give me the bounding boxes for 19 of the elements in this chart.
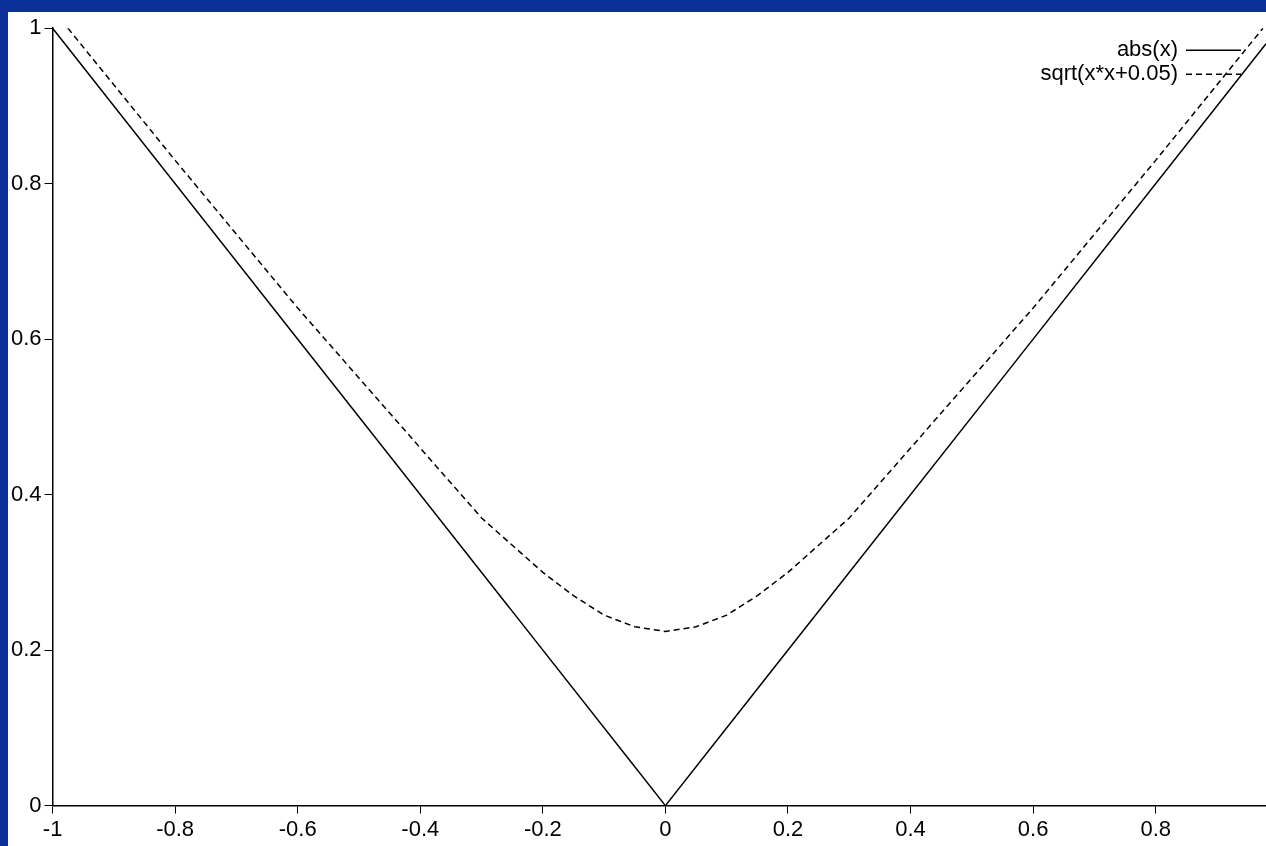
x-tick-label: -0.8 [156,815,195,841]
line-series [67,28,1264,633]
x-tick-label: 0 [659,815,672,841]
x-tick-label: -1 [42,815,63,841]
x-tick-label: 0.8 [1140,815,1171,841]
legend-label: abs(x) [1116,36,1178,62]
legend-label: sqrt(x*x+0.05) [1040,60,1178,86]
y-tick-label: 0.6 [10,325,42,351]
y-tick-label: 0.2 [10,636,42,662]
y-tick-label: 0.4 [10,480,42,506]
x-tick-label: 0.4 [895,815,926,841]
x-tick-label: -0.2 [523,815,562,841]
x-tick-label: 0.6 [1017,815,1049,841]
x-tick-label: -0.6 [278,815,317,841]
x-tick-label: 0.2 [772,815,804,841]
y-tick-label: 1 [29,14,42,40]
y-tick-label: 0 [29,791,42,817]
y-tick-label: 0.8 [10,169,42,195]
x-tick-label: -0.4 [401,815,440,841]
